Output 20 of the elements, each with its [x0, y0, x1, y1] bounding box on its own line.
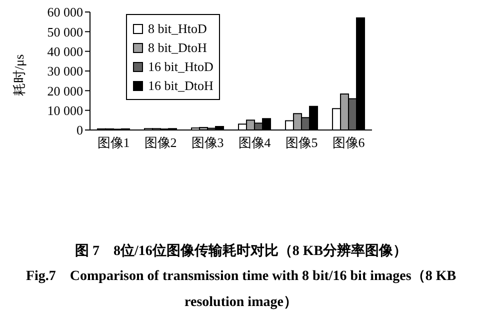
x-tick-label: 图像3 — [191, 135, 224, 150]
y-tick-label: 10 000 — [47, 102, 83, 118]
legend-label: 16 bit_HtoD — [148, 58, 214, 74]
y-tick-label: 40 000 — [47, 44, 83, 59]
x-tick-label: 图像1 — [97, 135, 130, 150]
x-tick-label: 图像5 — [285, 135, 318, 150]
y-tick-label: 20 000 — [47, 83, 83, 98]
text: Fig.7 Comparison of transmission time with 8 bit/16 bit images（8 KB resolution image） — [24, 268, 458, 312]
x-tick-label: 图像4 — [238, 135, 272, 150]
y-tick-label: 0 — [76, 122, 83, 138]
legend-label: 16 bit_DtoH — [148, 78, 214, 94]
y-tick-label: 60 000 — [47, 4, 83, 20]
x-tick-label: 图像2 — [144, 135, 177, 150]
y-tick-label: 50 000 — [47, 24, 83, 40]
legend-label: 8 bit_DtoH — [148, 40, 207, 56]
y-axis-title: 耗时/μs — [12, 54, 27, 96]
legend-label: 8 bit_HtoD — [148, 20, 207, 36]
text: 图 7 8位/16位图像传输耗时对比（8 KB分辨率图像） — [74, 242, 408, 260]
y-tick-label: 30 000 — [47, 64, 83, 79]
x-tick-label: 图像6 — [332, 135, 366, 150]
